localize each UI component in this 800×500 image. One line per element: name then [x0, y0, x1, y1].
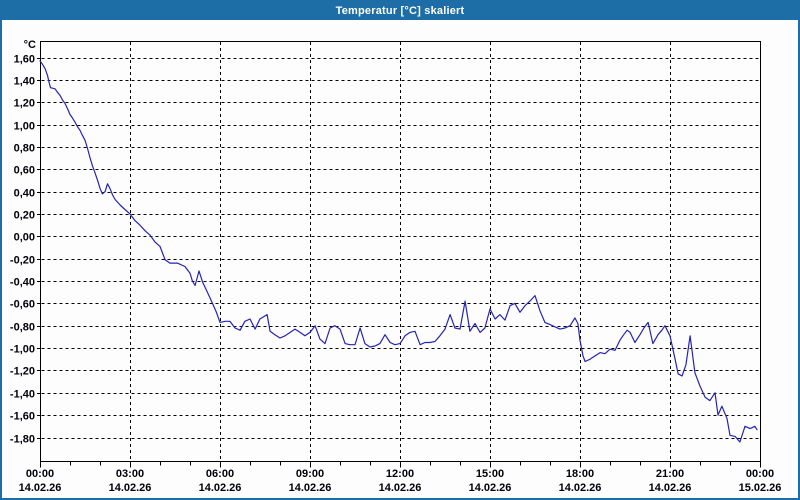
- y-tick-label: 1,00: [14, 121, 35, 133]
- y-tick-label: 1,40: [14, 76, 35, 88]
- axis-labels: 1,60 1,40 1,20 1,00 0,80 0,60 0,40 0,20 0,00 -0,2…: [10, 39, 781, 494]
- x-tick-time-label: 06:00: [206, 468, 234, 480]
- y-tick-label: -0,60: [10, 299, 35, 311]
- x-tick-date-label: 14.02.26: [109, 482, 152, 494]
- temperature-chart: 1,60 1,40 1,20 1,00 0,80 0,60 0,40 0,20 0,00 -0,2…: [10, 39, 781, 494]
- x-tick-time-label: 12:00: [386, 468, 414, 480]
- x-tick-time-label: 18:00: [566, 468, 594, 480]
- y-tick-label: 0,80: [14, 143, 35, 155]
- series-line-temperatur: [39, 60, 758, 443]
- x-tick-date-label: 14.02.26: [199, 482, 242, 494]
- y-tick-label: 0,00: [14, 232, 35, 244]
- y-tick-label: -1,60: [10, 411, 35, 423]
- x-tick-date-label: 14.02.26: [379, 482, 422, 494]
- x-tick-time-label: 09:00: [296, 468, 324, 480]
- x-tick-date-label: 14.02.26: [289, 482, 332, 494]
- y-tick-label: -1,80: [10, 434, 35, 446]
- chart-panel: 1,60 1,40 1,20 1,00 0,80 0,60 0,40 0,20 0,00 -0,2…: [2, 20, 798, 498]
- x-tick-time-label: 15:00: [476, 468, 504, 480]
- x-tick-date-label: 14.02.26: [469, 482, 512, 494]
- gridlines: [41, 42, 760, 461]
- x-tick-date-label: 15.02.26: [739, 482, 782, 494]
- y-tick-label: 1,60: [14, 54, 35, 66]
- x-tick-date-label: 14.02.26: [649, 482, 692, 494]
- y-tick-label: 0,60: [14, 165, 35, 177]
- y-tick-label: -0,20: [10, 255, 35, 267]
- window-title: Temperatur [°C] skaliert: [335, 5, 465, 17]
- y-tick-label: 1,20: [14, 98, 35, 110]
- x-tick-time-label: 00:00: [26, 468, 54, 480]
- axes-and-ticks: [37, 58, 761, 468]
- y-axis-unit-label: °C: [24, 39, 36, 51]
- y-tick-label: 0,40: [14, 188, 35, 200]
- y-tick-label: -0,40: [10, 277, 35, 289]
- y-tick-label: 0,20: [14, 210, 35, 222]
- window-titlebar[interactable]: Temperatur [°C] skaliert: [2, 2, 798, 20]
- x-tick-date-label: 14.02.26: [19, 482, 62, 494]
- plot-frame: [40, 41, 761, 462]
- x-tick-time-label: 03:00: [116, 468, 144, 480]
- y-tick-label: -0,80: [10, 322, 35, 334]
- y-tick-label: -1,00: [10, 344, 35, 356]
- x-tick-time-label: 00:00: [746, 468, 774, 480]
- x-tick-date-label: 14.02.26: [559, 482, 602, 494]
- y-tick-label: -1,40: [10, 389, 35, 401]
- y-tick-label: -1,20: [10, 366, 35, 378]
- x-tick-time-label: 21:00: [656, 468, 684, 480]
